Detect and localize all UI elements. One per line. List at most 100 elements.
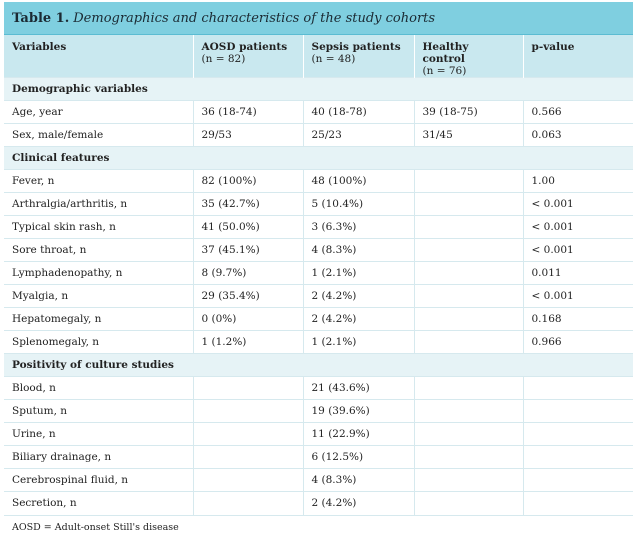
table-cell: Hepatomegaly, n (4, 307, 194, 331)
table-cell: 5 (10.4%) (303, 192, 415, 216)
table-cell (523, 399, 633, 423)
table-cell (523, 376, 633, 400)
table-cell: 3 (6.3%) (303, 215, 415, 239)
table-cell (193, 445, 304, 469)
table-cell (414, 376, 524, 400)
table-cell: 1.00 (523, 169, 633, 193)
table-cell: 2 (4.2%) (303, 284, 415, 308)
table-cell: 39 (18-75) (414, 100, 524, 124)
table-cell: Age, year (4, 100, 194, 124)
table-label: Table 1. (12, 10, 70, 26)
table-row: Sputum, n 19 (39.6%) (4, 399, 633, 423)
table-row: Sore throat, n 37 (45.1%) 4 (8.3%) < 0.001 (4, 238, 633, 262)
table-cell (414, 261, 524, 285)
table-caption: Demographics and characteristics of the … (73, 10, 436, 26)
table-cell (414, 399, 524, 423)
table-cell: < 0.001 (523, 215, 633, 239)
table-cell: 21 (43.6%) (303, 376, 415, 400)
table-cell (414, 491, 524, 515)
table-cell: 82 (100%) (193, 169, 304, 193)
section-row: Positivity of culture studies (4, 353, 633, 377)
header-healthy: Healthy control (n = 76) (414, 35, 524, 78)
table-row: Myalgia, n 29 (35.4%) 2 (4.2%) < 0.001 (4, 284, 633, 308)
table-cell (414, 284, 524, 308)
table-row: Typical skin rash, n 41 (50.0%) 3 (6.3%) < … (4, 215, 633, 239)
table-cell (414, 192, 524, 216)
table-row: Cerebrospinal fluid, n 4 (8.3%) (4, 468, 633, 492)
table-row: Secretion, n 2 (4.2%) (4, 491, 633, 515)
table-cell: 0.063 (523, 123, 633, 147)
table-cell: Cerebrospinal fluid, n (4, 468, 194, 492)
table-cell: 11 (22.9%) (303, 422, 415, 446)
table-cell: 29 (35.4%) (193, 284, 304, 308)
table-cell (414, 215, 524, 239)
table-cell: Sputum, n (4, 399, 194, 423)
table-footnote: AOSD = Adult-onset Still's disease (4, 514, 633, 539)
table-cell: 35 (42.7%) (193, 192, 304, 216)
table-cell (414, 307, 524, 331)
table-row: Blood, n 21 (43.6%) (4, 376, 633, 400)
table-cell: Secretion, n (4, 491, 194, 515)
header-row: Variables AOSD patients (n = 82) Sepsis p… (4, 35, 633, 78)
table-cell: 29/53 (193, 123, 304, 147)
table-cell (523, 468, 633, 492)
section-row: Clinical features (4, 146, 633, 170)
table-cell (193, 468, 304, 492)
demographics-table: Variables AOSD patients (n = 82) Sepsis p… (4, 35, 633, 515)
table-cell: 0 (0%) (193, 307, 304, 331)
table-title: Table 1. Demographics and characteristic… (4, 2, 633, 35)
table-cell: Typical skin rash, n (4, 215, 194, 239)
table-cell: 41 (50.0%) (193, 215, 304, 239)
table-cell: 1 (1.2%) (193, 330, 304, 354)
table-cell: Fever, n (4, 169, 194, 193)
table-cell: 40 (18-78) (303, 100, 415, 124)
table-cell: 4 (8.3%) (303, 468, 415, 492)
section-title: Clinical features (4, 146, 633, 170)
table-body: Demographic variables Age, year 36 (18-74)… (4, 77, 633, 515)
table-cell (523, 491, 633, 515)
table-cell: Sore throat, n (4, 238, 194, 262)
table-cell: Arthralgia/arthritis, n (4, 192, 194, 216)
section-row: Demographic variables (4, 77, 633, 101)
table-cell: < 0.001 (523, 238, 633, 262)
table-cell: Myalgia, n (4, 284, 194, 308)
table-cell: 2 (4.2%) (303, 307, 415, 331)
table-cell (193, 491, 304, 515)
header-aosd: AOSD patients (n = 82) (193, 35, 304, 78)
table-cell: Splenomegaly, n (4, 330, 194, 354)
table-container: Table 1. Demographics and characteristic… (4, 2, 633, 539)
table-cell: Lymphadenopathy, n (4, 261, 194, 285)
table-cell (414, 422, 524, 446)
table-cell (523, 445, 633, 469)
table-cell: 1 (2.1%) (303, 330, 415, 354)
table-cell: < 0.001 (523, 192, 633, 216)
table-cell: 0.168 (523, 307, 633, 331)
table-cell: 2 (4.2%) (303, 491, 415, 515)
table-cell: 8 (9.7%) (193, 261, 304, 285)
table-cell (414, 330, 524, 354)
table-cell (414, 468, 524, 492)
table-cell: 31/45 (414, 123, 524, 147)
header-variables: Variables (4, 35, 194, 78)
header-pvalue: p-value (523, 35, 633, 78)
table-cell: 0.011 (523, 261, 633, 285)
table-cell: 0.966 (523, 330, 633, 354)
table-cell (414, 169, 524, 193)
table-cell: 19 (39.6%) (303, 399, 415, 423)
table-cell: 37 (45.1%) (193, 238, 304, 262)
table-cell: 48 (100%) (303, 169, 415, 193)
table-cell: 36 (18-74) (193, 100, 304, 124)
table-cell: Urine, n (4, 422, 194, 446)
table-cell: Biliary drainage, n (4, 445, 194, 469)
table-cell: 4 (8.3%) (303, 238, 415, 262)
table-cell: 1 (2.1%) (303, 261, 415, 285)
table-row: Fever, n 82 (100%) 48 (100%) 1.00 (4, 169, 633, 193)
table-row: Urine, n 11 (22.9%) (4, 422, 633, 446)
table-cell (193, 376, 304, 400)
section-title: Positivity of culture studies (4, 353, 633, 377)
table-cell: 0.566 (523, 100, 633, 124)
table-cell (414, 238, 524, 262)
table-row: Age, year 36 (18-74) 40 (18-78) 39 (18-75) 0… (4, 100, 633, 124)
